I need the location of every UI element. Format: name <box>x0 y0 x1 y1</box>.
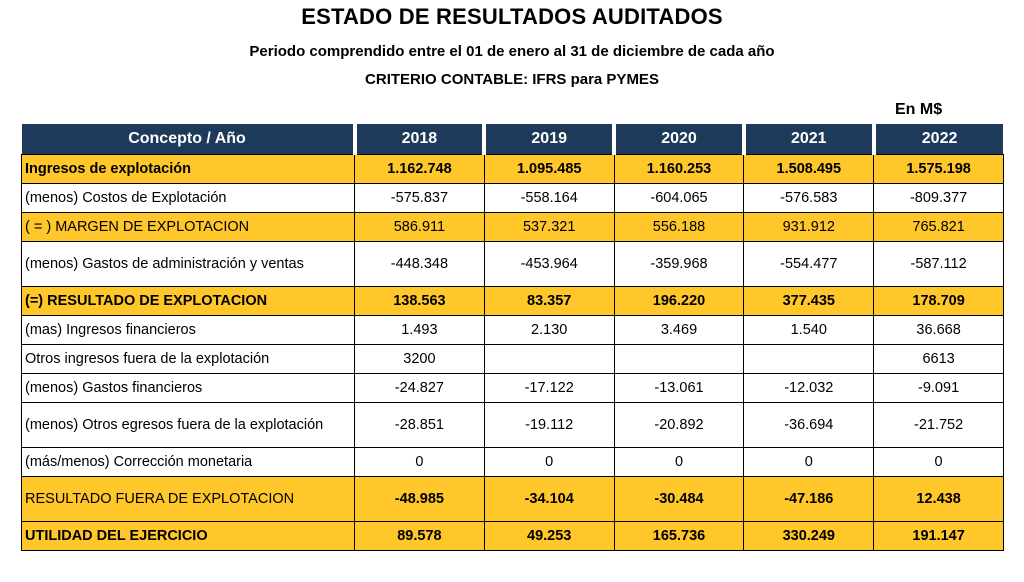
table-row: UTILIDAD DEL EJERCICIO 89.578 49.253 165.73… <box>21 521 1004 551</box>
row-value-cell: -9.091 <box>873 373 1004 403</box>
row-value-cell: 36.668 <box>873 315 1004 345</box>
row-value-cell: -48.985 <box>354 476 485 522</box>
row-value-cell: 537.321 <box>483 212 615 242</box>
row-value-cell: -13.061 <box>613 373 745 403</box>
row-value-cell: -453.964 <box>483 241 615 287</box>
table-row: (menos) Costos de Explotación -575.837 -55… <box>21 183 1004 213</box>
row-value-cell <box>483 344 615 374</box>
row-value-cell: 6613 <box>873 344 1004 374</box>
row-value-cell: 3200 <box>354 344 485 374</box>
row-value-cell: -34.104 <box>483 476 615 522</box>
row-value-cell: 138.563 <box>354 286 485 316</box>
row-concept-label: (menos) Otros egresos fuera de la explot… <box>21 402 355 448</box>
header-year: 2018 <box>352 124 485 155</box>
row-value-cell: 191.147 <box>873 521 1004 551</box>
row-value-cell: 0 <box>613 447 745 477</box>
row-value-cell <box>743 344 875 374</box>
row-value-cell: -809.377 <box>873 183 1004 213</box>
row-value-cell: 1.160.253 <box>613 154 745 184</box>
row-value-cell: -21.752 <box>873 402 1004 448</box>
row-value-cell: 556.188 <box>613 212 745 242</box>
row-value-cell: 1.575.198 <box>873 154 1004 184</box>
row-value-cell: 0 <box>743 447 875 477</box>
table-row: (menos) Gastos de administración y venta… <box>21 241 1004 287</box>
row-value-cell: -17.122 <box>483 373 615 403</box>
row-value-cell: -30.484 <box>613 476 745 522</box>
row-value-cell: -587.112 <box>873 241 1004 287</box>
row-concept-label: (menos) Gastos financieros <box>21 373 355 403</box>
row-value-cell: 377.435 <box>743 286 875 316</box>
accounting-criterion: CRITERIO CONTABLE: IFRS para PYMES <box>365 71 659 88</box>
table-header-row: Concepto / Año 2018 2019 2020 2021 2022 <box>21 124 1004 155</box>
row-value-cell: 1.540 <box>743 315 875 345</box>
row-value-cell: -359.968 <box>613 241 745 287</box>
row-value-cell: 49.253 <box>483 521 615 551</box>
table-row: RESULTADO FUERA DE EXPLOTACION -48.985 -34… <box>21 476 1004 522</box>
page-title: ESTADO DE RESULTADOS AUDITADOS <box>301 4 723 29</box>
row-value-cell: -558.164 <box>483 183 615 213</box>
row-value-cell: -24.827 <box>354 373 485 403</box>
row-value-cell: 89.578 <box>354 521 485 551</box>
table-row: (más/menos) Corrección monetaria 0 0 0 0 0 <box>21 447 1004 477</box>
row-value-cell: -28.851 <box>354 402 485 448</box>
table-row: Ingresos de explotación 1.162.748 1.095.48… <box>21 154 1004 184</box>
currency-unit-label: En M$ <box>895 101 943 118</box>
table-row: ( = ) MARGEN DE EXPLOTACION 586.911 537.32… <box>21 212 1004 242</box>
header-year: 2019 <box>482 124 615 155</box>
row-value-cell: -20.892 <box>613 402 745 448</box>
row-value-cell: -19.112 <box>483 402 615 448</box>
header-year: 2020 <box>612 124 744 155</box>
row-concept-label: Ingresos de explotación <box>21 154 355 184</box>
row-value-cell: 330.249 <box>743 521 875 551</box>
row-value-cell: 586.911 <box>354 212 485 242</box>
table-body: Ingresos de explotación 1.162.748 1.095.48… <box>21 154 1004 551</box>
row-value-cell: 2.130 <box>483 315 615 345</box>
row-value-cell: 1.508.495 <box>743 154 875 184</box>
row-concept-label: (mas) Ingresos financieros <box>21 315 355 345</box>
row-value-cell: 1.095.485 <box>483 154 615 184</box>
row-value-cell: 765.821 <box>873 212 1004 242</box>
header-concept: Concepto / Año <box>21 124 355 155</box>
row-value-cell: -47.186 <box>743 476 875 522</box>
row-value-cell: -448.348 <box>354 241 485 287</box>
row-value-cell: 1.493 <box>354 315 485 345</box>
period-subtitle: Periodo comprendido entre el 01 de enero… <box>249 43 775 60</box>
row-concept-label: Otros ingresos fuera de la explotación <box>21 344 355 374</box>
row-value-cell: 83.357 <box>483 286 615 316</box>
row-concept-label: ( = ) MARGEN DE EXPLOTACION <box>21 212 355 242</box>
table-row: (mas) Ingresos financieros 1.493 2.130 3.46… <box>21 315 1004 345</box>
row-value-cell: -12.032 <box>743 373 875 403</box>
row-value-cell <box>613 344 745 374</box>
row-concept-label: RESULTADO FUERA DE EXPLOTACION <box>21 476 355 522</box>
row-value-cell: -575.837 <box>354 183 485 213</box>
row-value-cell: 0 <box>873 447 1004 477</box>
row-value-cell: 165.736 <box>613 521 745 551</box>
row-value-cell: 178.709 <box>873 286 1004 316</box>
row-value-cell: -576.583 <box>743 183 875 213</box>
income-statement-table: Concepto / Año 2018 2019 2020 2021 2022 … <box>21 124 1004 551</box>
row-value-cell: -554.477 <box>743 241 875 287</box>
row-value-cell: 196.220 <box>613 286 745 316</box>
row-concept-label: (=) RESULTADO DE EXPLOTACION <box>21 286 355 316</box>
row-value-cell: -36.694 <box>743 402 875 448</box>
row-value-cell: 0 <box>483 447 615 477</box>
table-row: (menos) Gastos financieros -24.827 -17.122… <box>21 373 1004 403</box>
table-row: Otros ingresos fuera de la explotación 32… <box>21 344 1004 374</box>
header-year: 2021 <box>741 124 874 155</box>
row-value-cell: 931.912 <box>743 212 875 242</box>
row-value-cell: 3.469 <box>613 315 745 345</box>
table-row: (=) RESULTADO DE EXPLOTACION 138.563 83.35… <box>21 286 1004 316</box>
row-concept-label: (menos) Costos de Explotación <box>21 183 355 213</box>
row-concept-label: (menos) Gastos de administración y venta… <box>21 241 355 287</box>
row-concept-label: (más/menos) Corrección monetaria <box>21 447 355 477</box>
row-value-cell: 12.438 <box>873 476 1004 522</box>
row-value-cell: 1.162.748 <box>354 154 485 184</box>
table-row: (menos) Otros egresos fuera de la explot… <box>21 402 1004 448</box>
row-value-cell: 0 <box>354 447 485 477</box>
row-value-cell: -604.065 <box>613 183 745 213</box>
row-concept-label: UTILIDAD DEL EJERCICIO <box>21 521 355 551</box>
header-year: 2022 <box>871 124 1004 155</box>
